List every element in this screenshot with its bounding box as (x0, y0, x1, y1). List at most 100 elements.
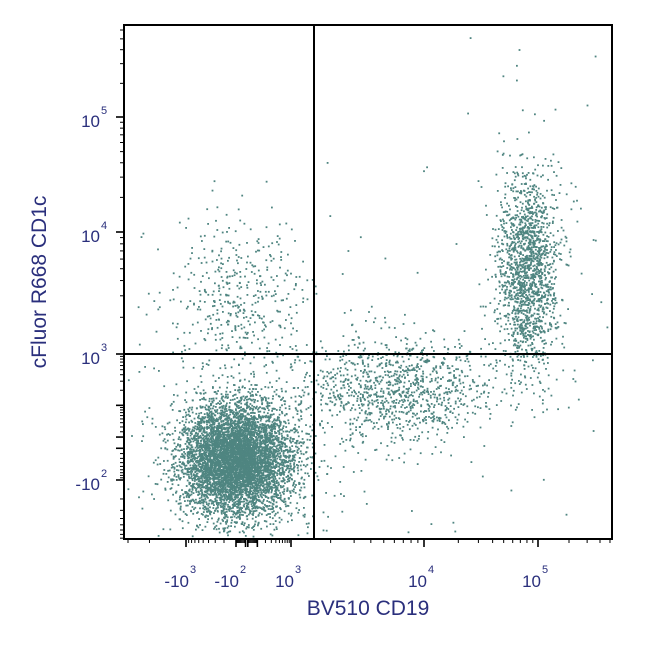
event-dot (201, 398, 204, 400)
event-dot (227, 420, 230, 422)
event-dot (162, 528, 165, 531)
event-dot (294, 486, 296, 488)
event-dot (242, 424, 244, 426)
event-dot (187, 456, 190, 459)
event-dot (267, 342, 270, 345)
event-dot (173, 474, 176, 477)
event-dot (262, 471, 265, 474)
event-dot (275, 419, 278, 422)
event-dot (240, 399, 242, 402)
event-dot (269, 433, 271, 435)
event-dot (203, 494, 206, 496)
event-dot (200, 513, 203, 515)
event-dot (255, 509, 258, 512)
event-dot (212, 386, 214, 388)
event-dot (209, 449, 212, 452)
event-dot (191, 484, 194, 487)
event-dot (274, 482, 276, 485)
event-dot (275, 351, 278, 354)
event-dot (217, 436, 220, 439)
event-dot (252, 395, 254, 397)
event-dot (251, 436, 253, 439)
event-dot (167, 433, 170, 435)
event-dot (194, 471, 197, 473)
event-dot (221, 502, 223, 505)
event-dot (185, 464, 188, 467)
event-dot (259, 443, 261, 446)
event-dot (233, 413, 236, 416)
event-dot (188, 428, 191, 430)
event-dot (212, 435, 214, 437)
event-dot (209, 456, 211, 458)
event-dot (269, 458, 272, 461)
event-dot (154, 426, 157, 428)
event-dot (146, 416, 149, 419)
event-dot (258, 459, 261, 462)
event-dot (247, 484, 249, 486)
event-dot (266, 457, 268, 460)
event-dot (254, 479, 257, 482)
event-dot (238, 493, 241, 496)
event-dot (279, 497, 281, 499)
event-dot (257, 432, 259, 435)
event-dot (214, 409, 216, 412)
event-dot (226, 526, 229, 529)
event-dot (185, 468, 187, 470)
event-dot (266, 455, 269, 458)
event-dot (181, 462, 183, 465)
event-dot (262, 491, 265, 493)
event-dot (222, 420, 225, 423)
event-dot (220, 511, 223, 514)
event-dot (191, 468, 193, 471)
event-dot (269, 438, 272, 440)
event-dot (277, 444, 280, 446)
event-dot (225, 431, 228, 433)
event-dot (258, 486, 261, 489)
event-dot (290, 514, 292, 517)
event-dot (179, 445, 181, 448)
event-dot (244, 387, 246, 389)
event-dot (193, 388, 196, 390)
event-dot (278, 497, 280, 499)
event-dot (287, 512, 290, 515)
event-dot (207, 437, 210, 440)
event-dot (241, 530, 244, 533)
event-dot (227, 505, 229, 508)
event-dot (188, 451, 190, 454)
event-dot (276, 457, 279, 460)
event-dot (265, 474, 268, 477)
event-dot (197, 459, 199, 462)
event-dot (279, 445, 282, 448)
event-dot (231, 500, 234, 503)
event-dot (256, 489, 259, 492)
event-dot (253, 465, 256, 468)
event-dot (219, 367, 222, 370)
event-dot (265, 478, 268, 481)
event-dot (220, 402, 222, 405)
event-dot (164, 441, 167, 444)
event-dot (237, 515, 239, 518)
event-dot (201, 477, 203, 480)
event-dot (217, 468, 220, 470)
event-dot (307, 522, 310, 525)
event-dot (184, 421, 187, 424)
event-dot (144, 410, 146, 413)
event-dot (206, 485, 208, 488)
event-dot (182, 510, 185, 513)
event-dot (226, 457, 228, 459)
event-dot (198, 500, 201, 502)
event-dot (222, 404, 225, 407)
event-dot (248, 434, 251, 436)
event-dot (265, 486, 268, 488)
event-dot (260, 428, 263, 431)
event-dot (286, 488, 289, 491)
event-dot (276, 511, 279, 514)
event-dot (230, 496, 232, 499)
event-dot (156, 463, 159, 466)
event-dot (228, 442, 231, 445)
event-dot (218, 496, 221, 499)
event-dot (216, 491, 219, 494)
event-dot (248, 481, 250, 484)
event-dot (269, 508, 272, 511)
event-dot (223, 475, 226, 477)
